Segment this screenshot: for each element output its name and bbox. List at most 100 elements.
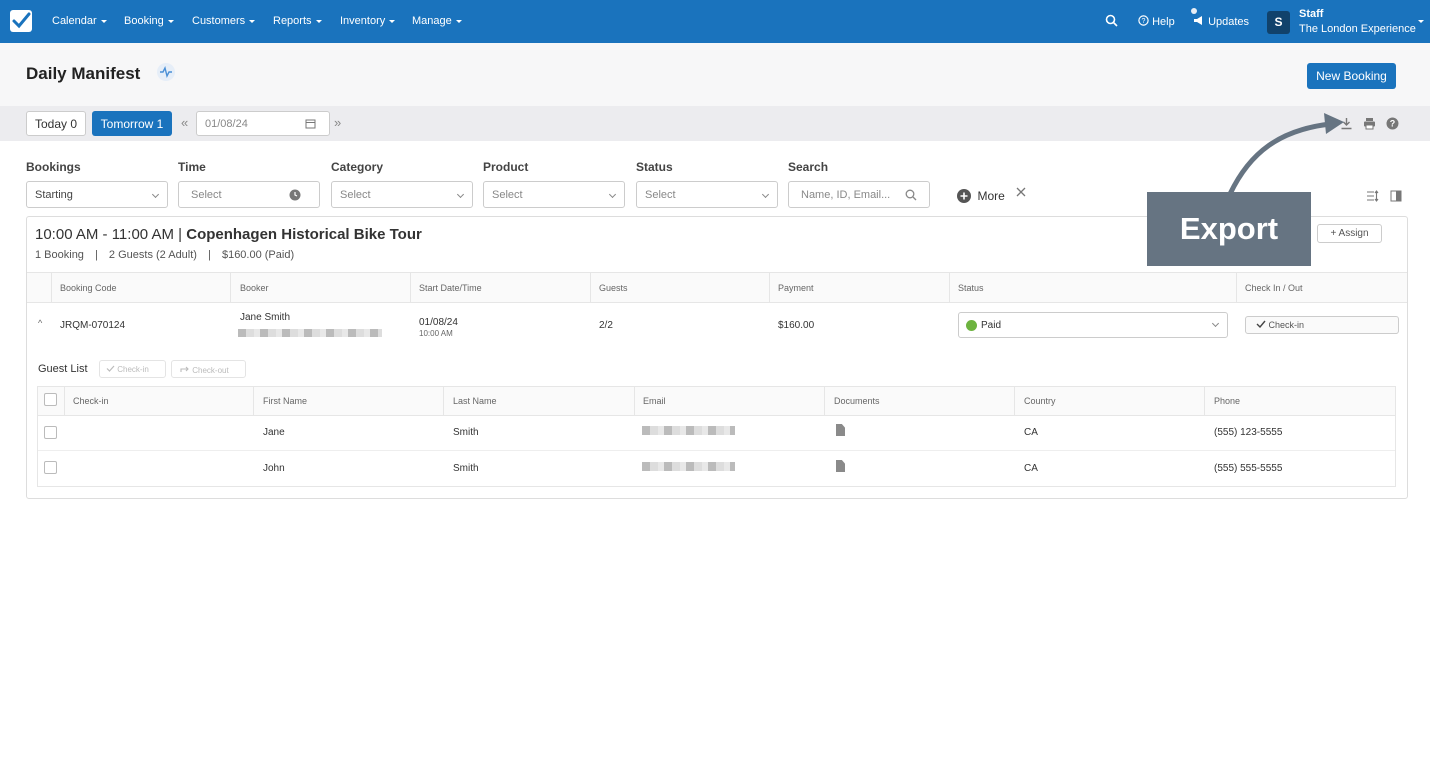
column-header-payment[interactable]: Payment [778,283,814,293]
more-filters-button[interactable]: More [957,187,1005,203]
booker-name[interactable]: Jane Smith [240,312,291,323]
column-header-booker[interactable]: Booker [240,283,269,293]
chevron-down-icon [1211,319,1220,328]
date-input[interactable]: 01/08/24 [196,111,330,136]
column-header-check-in-out[interactable]: Check In / Out [1245,283,1303,293]
print-icon[interactable] [1363,117,1376,130]
booking-check-in-button[interactable]: Check-in [1245,316,1399,334]
assign-button[interactable]: + Assign [1317,224,1382,243]
bookings-select[interactable]: Starting [26,181,168,208]
chevron-down-icon [455,19,462,23]
column-divider [590,273,591,302]
company-name[interactable]: The London Experience [1299,23,1416,35]
help-link[interactable]: ? Help [1138,15,1175,28]
guest-header-country[interactable]: Country [1024,396,1056,406]
chevron-down-icon [761,190,770,199]
search-icon[interactable] [1105,14,1118,27]
user-role[interactable]: Staff [1299,8,1324,20]
calendar-icon[interactable] [305,118,316,129]
updates-link[interactable]: Updates [1193,15,1249,28]
download-icon[interactable] [1340,117,1353,130]
collapse-row-icon[interactable]: ^ [38,318,43,328]
guest-header-phone[interactable]: Phone [1214,396,1241,406]
guest-header-check-in[interactable]: Check-in [73,396,109,406]
guest-country: CA [1024,463,1038,474]
guest-header-last-name[interactable]: Last Name [453,396,497,406]
columns-icon[interactable] [1390,190,1402,202]
chevron-down-icon [389,19,396,23]
select-all-checkbox[interactable] [44,393,57,406]
guest-last-name: Smith [453,463,479,474]
account-chevron-icon[interactable] [1418,20,1424,23]
guest-header-first-name[interactable]: First Name [263,396,308,406]
column-divider [51,273,52,302]
help-circle-icon[interactable]: ? [1386,117,1399,130]
guest-phone: (555) 123-5555 [1214,427,1283,438]
nav-menu-booking[interactable]: Booking [124,15,174,27]
time-select[interactable]: Select [178,181,320,208]
status-select[interactable]: Select [636,181,778,208]
booking-payment: $160.00 [778,320,815,331]
pulse-icon[interactable] [157,63,175,81]
sort-options-icon[interactable] [1366,190,1379,202]
column-divider [410,273,411,302]
booking-status-select[interactable]: Paid [958,312,1228,338]
guest-list-title: Guest List [38,363,88,375]
previous-day-icon[interactable]: « [181,115,189,130]
app-logo[interactable] [10,10,32,32]
booking-count: 1 Booking [35,249,84,261]
guest-check-out-label: Check-out [192,366,229,375]
guest-phone: (555) 555-5555 [1214,463,1283,474]
status-filter-label: Status [636,160,673,174]
time-filter-label: Time [178,160,206,174]
clear-filters-icon[interactable] [1016,187,1026,197]
new-booking-button[interactable]: New Booking [1307,63,1396,89]
page-title: Daily Manifest [26,64,141,83]
column-header-guests[interactable]: Guests [599,283,628,293]
checkmark-logo-icon [12,12,31,29]
next-day-icon[interactable]: » [334,115,342,130]
guest-header-documents[interactable]: Documents [834,396,880,406]
guest-header-email[interactable]: Email [643,396,666,406]
tomorrow-button[interactable]: Tomorrow 1 [92,111,172,136]
column-header-start-date[interactable]: Start Date/Time [419,283,482,293]
category-select[interactable]: Select [331,181,473,208]
column-divider [1014,387,1015,415]
booking-code[interactable]: JRQM-070124 [60,320,126,331]
search-icon [905,189,917,201]
top-navigation-bar: Calendar Booking Customers Reports Inven… [0,0,1430,43]
share-arrow-icon [180,366,189,372]
time-select-value: Select [191,189,222,201]
product-select[interactable]: Select [483,181,625,208]
guest-check-in-button[interactable]: Check-in [99,360,166,378]
column-header-status[interactable]: Status [958,283,984,293]
nav-menu-calendar[interactable]: Calendar [52,15,107,27]
chevron-down-icon [249,19,256,23]
nav-menu-reports[interactable]: Reports [273,15,322,27]
chevron-down-icon [315,19,322,23]
today-button[interactable]: Today 0 [26,111,86,136]
column-divider [230,273,231,302]
summary-divider: | [95,249,98,261]
nav-menu-customers[interactable]: Customers [192,15,256,27]
guest-check-out-button[interactable]: Check-out [171,360,246,378]
guest-list-table [37,386,1396,487]
chevron-down-icon [167,19,174,23]
booking-time: 10:00 AM [419,329,453,338]
search-input[interactable]: Name, ID, Email... [788,181,930,208]
nav-menu-manage[interactable]: Manage [412,15,462,27]
guest-row-checkbox[interactable] [44,461,57,474]
category-select-value: Select [340,189,371,201]
booking-check-in-label: Check-in [1268,320,1305,330]
user-avatar[interactable]: S [1267,11,1290,34]
column-header-booking-code[interactable]: Booking Code [60,283,117,293]
date-value: 01/08/24 [205,118,248,130]
divider [38,415,1395,416]
document-icon[interactable] [836,460,845,472]
guest-row-checkbox[interactable] [44,426,57,439]
nav-menu-inventory[interactable]: Inventory [340,15,396,27]
document-icon[interactable] [836,424,845,436]
product-select-value: Select [492,189,523,201]
column-divider [253,387,254,415]
check-icon [106,365,115,372]
